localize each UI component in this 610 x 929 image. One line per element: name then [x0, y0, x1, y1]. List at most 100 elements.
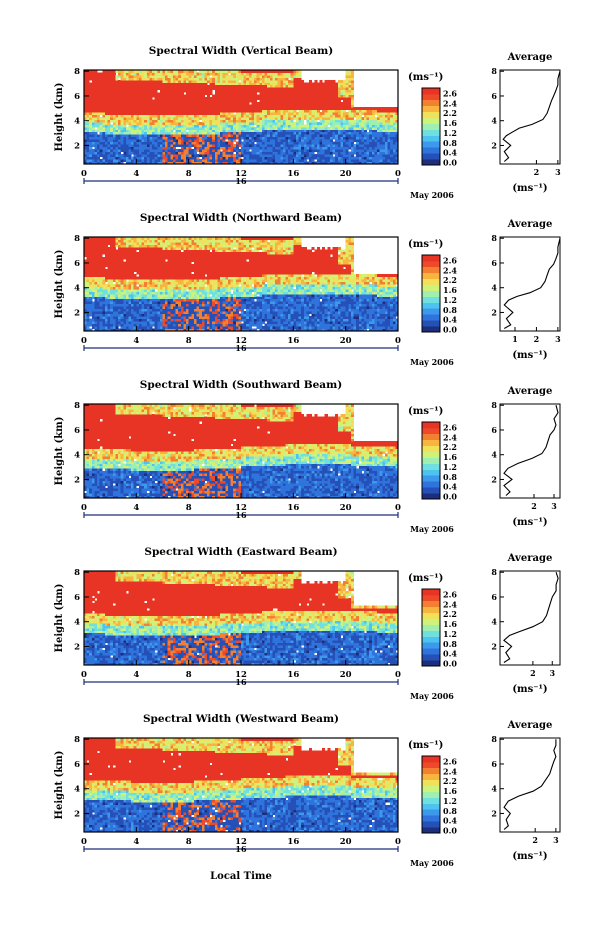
colorbar [422, 422, 440, 499]
colorbar-tick-label: 1.2 [443, 796, 457, 806]
colorbar [422, 756, 440, 833]
heatmap-image [84, 571, 398, 665]
colorbar-tick-label: 2.2 [443, 776, 457, 786]
colorbar-tick-label: 2.4 [443, 265, 457, 275]
y-tick-label: 8 [74, 234, 80, 244]
y-tick-label: 2 [74, 308, 80, 318]
colorbar-tick-label: 0.4 [443, 148, 457, 158]
x-tick-label: 0 [81, 837, 87, 847]
average-x-tick-label: 3 [555, 167, 561, 177]
x-tick-label: 0 [395, 336, 401, 346]
y-tick-label: 2 [74, 141, 80, 151]
date-label: 16 [235, 176, 247, 186]
y-tick-label: 8 [74, 735, 80, 745]
average-x-tick-label: 2 [532, 835, 538, 845]
colorbar-tick-label: 1.2 [443, 295, 457, 305]
colorbar-tick-label: 2.4 [443, 599, 457, 609]
y-tick-label: 6 [74, 426, 80, 436]
x-tick-label: 4 [133, 670, 139, 680]
x-tick-label: 8 [186, 169, 192, 179]
average-y-tick-label: 2 [491, 307, 497, 317]
colorbar-tick-label: 0.4 [443, 315, 457, 325]
colorbar-tick-label: 2.6 [443, 590, 457, 600]
local-time-label: Local Time [210, 871, 272, 882]
y-tick-label: 2 [74, 642, 80, 652]
colorbar-unit: (ms⁻¹) [408, 406, 443, 417]
month-label: May 2006 [410, 691, 454, 701]
x-tick-label: 0 [395, 837, 401, 847]
date-label: 16 [235, 343, 247, 353]
colorbar-tick-label: 0.0 [443, 158, 457, 168]
colorbar-tick-label: 0.4 [443, 482, 457, 492]
average-y-tick-label: 8 [491, 567, 497, 577]
average-x-tick-label: 3 [549, 668, 555, 678]
x-tick-label: 20 [340, 336, 352, 346]
x-tick-label: 16 [287, 336, 299, 346]
x-tick-label: 4 [133, 169, 139, 179]
colorbar [422, 589, 440, 666]
y-axis-label: Height (km) [54, 83, 65, 152]
y-tick-label: 4 [74, 785, 80, 795]
average-x-tick-label: 1 [512, 334, 518, 344]
y-tick-label: 2 [74, 809, 80, 819]
y-tick-label: 6 [74, 92, 80, 102]
colorbar-tick-label: 1.2 [443, 462, 457, 472]
colorbar-tick-label: 1.2 [443, 629, 457, 639]
y-tick-label: 4 [74, 618, 80, 628]
colorbar-tick-label: 1.6 [443, 118, 457, 128]
y-tick-label: 4 [74, 117, 80, 127]
average-x-label: (ms⁻¹) [512, 684, 547, 695]
colorbar-unit: (ms⁻¹) [408, 239, 443, 250]
panel-title: Spectral Width (Northward Beam) [140, 212, 342, 224]
average-y-tick-label: 2 [491, 641, 497, 651]
colorbar-tick-label: 2.4 [443, 766, 457, 776]
colorbar [422, 255, 440, 332]
average-x-tick-label: 2 [534, 167, 540, 177]
x-tick-label: 20 [340, 670, 352, 680]
colorbar-tick-label: 1.6 [443, 619, 457, 629]
average-x-label: (ms⁻¹) [512, 517, 547, 528]
average-title: Average [507, 219, 553, 230]
average-x-tick-label: 2 [530, 668, 536, 678]
colorbar-tick-label: 0.8 [443, 639, 457, 649]
colorbar-tick-label: 0.4 [443, 649, 457, 659]
average-frame [500, 404, 560, 498]
y-tick-label: 6 [74, 760, 80, 770]
average-y-tick-label: 2 [491, 140, 497, 150]
colorbar-tick-label: 1.6 [443, 452, 457, 462]
x-tick-label: 0 [395, 503, 401, 513]
y-axis-label: Height (km) [54, 250, 65, 319]
colorbar-tick-label: 0.0 [443, 325, 457, 335]
y-tick-label: 2 [74, 475, 80, 485]
average-title: Average [507, 720, 553, 731]
average-frame [500, 571, 560, 665]
y-tick-label: 4 [74, 451, 80, 461]
colorbar-tick-label: 2.2 [443, 442, 457, 452]
x-tick-label: 0 [395, 670, 401, 680]
colorbar-tick-label: 2.6 [443, 256, 457, 266]
date-label: 16 [235, 677, 247, 687]
spectral-width-figure: Spectral Width (Vertical Beam)24680 4 8 12 1… [0, 0, 610, 929]
average-y-tick-label: 8 [491, 734, 497, 744]
average-y-tick-label: 8 [491, 233, 497, 243]
x-tick-label: 20 [340, 837, 352, 847]
average-title: Average [507, 386, 553, 397]
x-tick-label: 8 [186, 503, 192, 513]
colorbar-tick-label: 2.6 [443, 423, 457, 433]
y-tick-label: 8 [74, 568, 80, 578]
x-tick-label: 20 [340, 503, 352, 513]
x-tick-label: 8 [186, 670, 192, 680]
panel-title: Spectral Width (Westward Beam) [143, 713, 339, 725]
average-y-tick-label: 2 [491, 808, 497, 818]
average-x-tick-label: 3 [551, 501, 557, 511]
colorbar-tick-label: 0.8 [443, 472, 457, 482]
average-y-tick-label: 4 [491, 283, 497, 293]
colorbar-tick-label: 1.6 [443, 786, 457, 796]
y-tick-label: 4 [74, 284, 80, 294]
x-tick-label: 4 [133, 837, 139, 847]
heatmap-image [84, 404, 398, 498]
colorbar-tick-label: 0.8 [443, 305, 457, 315]
average-x-tick-label: 2 [531, 501, 537, 511]
